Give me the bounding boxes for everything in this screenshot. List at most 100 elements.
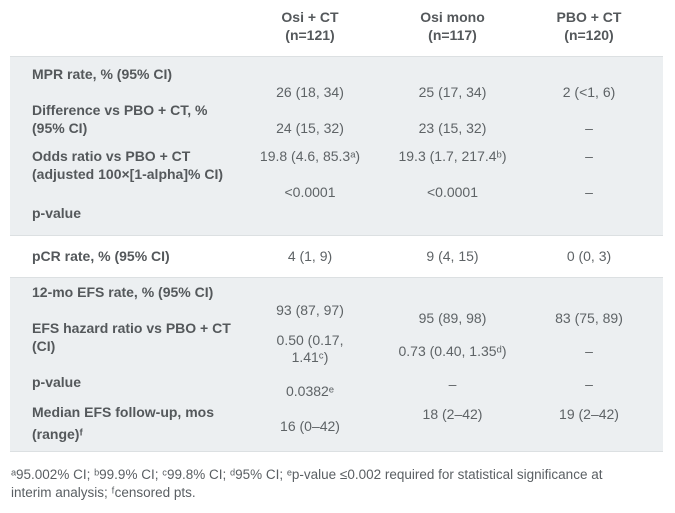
row-efs-hr-values: EFS hazard ratio vs PBO + CT 0.50 (0.17,… (10, 319, 663, 365)
value-cell: 24 (15, 32) (276, 120, 344, 136)
row-efs-hr-label-line2: (CI) (10, 337, 663, 355)
column-n-osi-ct: (n=121) (285, 27, 335, 43)
wrapped-value: 0.50 (0.17, 1.41ᶜ) (230, 332, 390, 366)
value-cell: 19 (2–42) (515, 403, 663, 422)
value-cell: 23 (15, 32) (418, 120, 487, 136)
row-label: p-value (32, 374, 82, 390)
value-text: 18 (2–42) (422, 406, 483, 422)
value-cell: <0.0001 (427, 184, 478, 200)
row-label: Difference vs PBO + CT, % (32, 102, 208, 118)
spacer-cell (230, 337, 390, 355)
spacer-cell (390, 65, 515, 83)
spacer-cell (10, 183, 230, 201)
spacer-cell (230, 204, 390, 222)
column-n-osi-mono: (n=117) (428, 27, 477, 43)
label-text: (range)ᶠ (32, 426, 83, 442)
spacer-cell (515, 165, 663, 183)
value-cell: 2 (<1, 6) (562, 84, 616, 100)
value-cell: 9 (4, 15) (426, 248, 479, 264)
row-mpr-values: 26 (18, 34) 25 (17, 34) 2 (<1, 6) (10, 83, 663, 101)
spacer-cell (10, 301, 230, 319)
spacer-cell (10, 8, 230, 26)
value-cell: 19.3 (1.7, 217.4ᵇ) (398, 148, 507, 164)
value-cell: 25 (17, 34) (418, 84, 487, 100)
spacer-cell (515, 204, 663, 222)
value-cell: 0.73 (0.40, 1.35ᵈ) (390, 319, 515, 359)
row-label: (range)ᶠ (10, 421, 230, 442)
row-label: (adjusted 100×[1-alpha]% CI) (32, 166, 223, 182)
value-cell: 19.8 (4.6, 85.3ᵃ) (259, 148, 361, 164)
value-cell: 18 (2–42) (390, 403, 515, 422)
spacer-cell (230, 65, 390, 83)
value-text-line1: 0.50 (0.17, (276, 332, 344, 348)
spacer-cell (230, 101, 390, 119)
value-text: – (585, 376, 593, 392)
row-label: MPR rate, % (95% CI) (32, 66, 173, 82)
spacer-cell (230, 283, 390, 301)
spacer-cell (390, 421, 515, 439)
row-label: Odds ratio vs PBO + CT (32, 148, 191, 164)
value-text: 95 (89, 98) (418, 310, 487, 326)
value-text: 19 (2–42) (559, 406, 619, 422)
spacer-cell (390, 337, 515, 355)
value-text: 83 (75, 89) (555, 310, 623, 326)
row-odds-label-line2: (adjusted 100×[1-alpha]% CI) (10, 165, 663, 183)
spacer-cell (10, 83, 230, 101)
row-mpr-label: MPR rate, % (95% CI) (10, 65, 663, 83)
header-n-line: (n=121) (n=117) (n=120) (10, 26, 663, 44)
row-label: EFS hazard ratio vs PBO + CT (32, 320, 231, 336)
value-text: – (448, 376, 457, 392)
row-odds-values: Odds ratio vs PBO + CT 19.8 (4.6, 85.3ᵃ)… (10, 147, 663, 165)
column-n-pbo-ct: (n=120) (564, 27, 614, 43)
spacer-cell (230, 165, 390, 183)
row-label: (CI) (32, 338, 56, 354)
column-header-osi-mono: Osi mono (420, 9, 485, 25)
value-cell: – (585, 120, 593, 136)
spacer-cell (230, 421, 390, 439)
value-cell: 26 (18, 34) (276, 84, 344, 100)
value-cell: – (390, 373, 515, 392)
section-efs: 12-mo EFS rate, % (95% CI) 93 (87, 97) 9… (10, 277, 663, 452)
column-header-pbo-ct: PBO + CT (556, 9, 622, 25)
value-cell: 0 (0, 3) (566, 248, 612, 264)
spacer-cell (515, 101, 663, 119)
row-efs12-values: 93 (87, 97) 95 (89, 98) 83 (75, 89) (10, 301, 663, 326)
spacer-cell (10, 26, 230, 44)
row-pcr: pCR rate, % (95% CI) 4 (1, 9) 9 (4, 15) … (10, 247, 663, 265)
value-cell: – (585, 148, 593, 164)
row-efs-followup-values: Median EFS follow-up, mos 16 (0–42) 18 (… (10, 403, 663, 434)
value-cell: – (515, 319, 663, 359)
value-cell: 16 (0–42) (230, 403, 390, 434)
section-mpr: MPR rate, % (95% CI) 26 (18, 34) 25 (17,… (10, 56, 663, 236)
clinical-results-table: Osi + CT Osi mono PBO + CT (n=121) (n=11… (10, 0, 663, 452)
spacer-cell (390, 204, 515, 222)
row-label: p-value (32, 205, 82, 221)
spacer-cell (515, 421, 663, 439)
value-cell: 83 (75, 89) (515, 301, 663, 326)
value-text: 16 (0–42) (280, 418, 340, 434)
table-footnote: ᵃ95.002% CI; ᵇ99.9% CI; ᶜ99.8% CI; ᵈ95% … (11, 467, 603, 500)
header-name-line: Osi + CT Osi mono PBO + CT (10, 8, 663, 26)
column-header-osi-ct: Osi + CT (281, 9, 339, 25)
value-text: – (585, 343, 593, 359)
row-pvalue-mpr-values: <0.0001 <0.0001 – (10, 183, 663, 201)
spacer-cell (390, 165, 515, 183)
value-cell: 93 (87, 97) (276, 302, 344, 318)
value-text: 0.0382ᵉ (285, 383, 335, 399)
spacer-cell (390, 101, 515, 119)
table-header: Osi + CT Osi mono PBO + CT (n=121) (n=11… (10, 0, 663, 56)
value-cell: 4 (1, 9) (287, 248, 333, 264)
value-cell: <0.0001 (284, 184, 336, 200)
row-label: Median EFS follow-up, mos (32, 404, 214, 420)
row-diff-values: (95% CI) 24 (15, 32) 23 (15, 32) – (10, 119, 663, 137)
row-label: 12-mo EFS rate, % (95% CI) (32, 284, 214, 300)
row-pvalue-efs: p-value 0.0382ᵉ – – (10, 373, 663, 399)
value-cell: – (585, 184, 593, 200)
section-pcr: pCR rate, % (95% CI) 4 (1, 9) 9 (4, 15) … (10, 236, 663, 277)
row-efs-followup-label-line2: (range)ᶠ (10, 421, 663, 442)
value-cell: 0.50 (0.17, 1.41ᶜ) (230, 319, 390, 365)
spacer-cell (515, 283, 663, 301)
row-efs12-label: 12-mo EFS rate, % (95% CI) (10, 283, 663, 301)
spacer-cell (515, 65, 663, 83)
value-cell: – (515, 373, 663, 392)
